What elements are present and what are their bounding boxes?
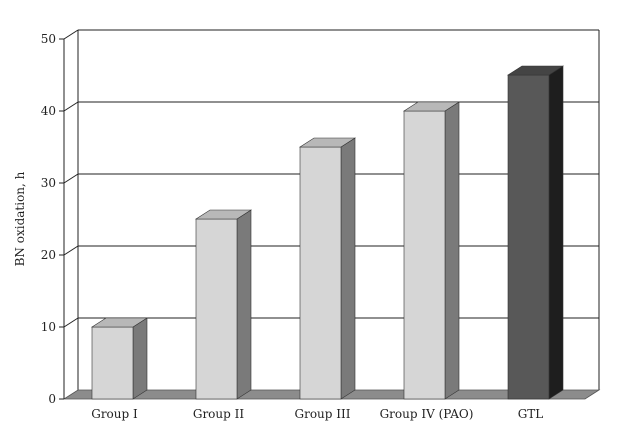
bar-top-2	[194, 209, 253, 220]
grid-depth-10	[63, 317, 79, 328]
y-tick-label-50: 50	[41, 32, 56, 46]
grid-depth-40	[63, 101, 79, 112]
x-tick-label-2: Group II	[193, 407, 245, 421]
x-tick-label-5: GTL	[518, 407, 544, 421]
grid-depth-50	[63, 29, 79, 40]
bar-front-5	[507, 74, 550, 400]
y-tick-label-30: 30	[41, 176, 56, 190]
bar-top-3	[298, 137, 357, 148]
bar-4	[402, 101, 461, 400]
bar-side-5	[548, 65, 564, 400]
bar-side-4	[444, 101, 460, 400]
x-tick-label-1: Group I	[91, 407, 138, 421]
y-tick-label-0: 0	[48, 392, 56, 406]
bar-side-3	[340, 137, 356, 400]
y-tick-label-10: 10	[41, 320, 56, 334]
bar-side-1	[132, 317, 148, 400]
bar-front-4	[403, 110, 446, 400]
bar-5	[506, 65, 565, 400]
y-axis-title: BN oxidation, h	[13, 171, 27, 266]
bar-side-2	[236, 209, 252, 400]
plot-back-wall	[77, 30, 600, 390]
y-axis: 0 10 20 30 40 50	[41, 32, 65, 406]
bar-front-2	[195, 218, 238, 400]
bar-front-3	[299, 146, 342, 400]
bar-top-5	[506, 65, 565, 76]
y-tick-label-20: 20	[41, 248, 56, 262]
grid-depth-20	[63, 245, 79, 256]
bar-top-1	[90, 317, 149, 328]
y-tick-label-40: 40	[41, 104, 56, 118]
bar-front-1	[91, 326, 134, 400]
bar-1	[90, 317, 149, 400]
bar-top-4	[402, 101, 461, 112]
x-tick-label-4: Group IV (PAO)	[380, 407, 474, 421]
bar-2	[194, 209, 253, 400]
x-axis-labels: Group I Group II Group III Group IV (PAO) GT…	[91, 407, 543, 421]
x-tick-label-3: Group III	[295, 407, 351, 421]
grid-depth-30	[63, 173, 79, 184]
bar-3	[298, 137, 357, 400]
bars	[90, 65, 565, 400]
